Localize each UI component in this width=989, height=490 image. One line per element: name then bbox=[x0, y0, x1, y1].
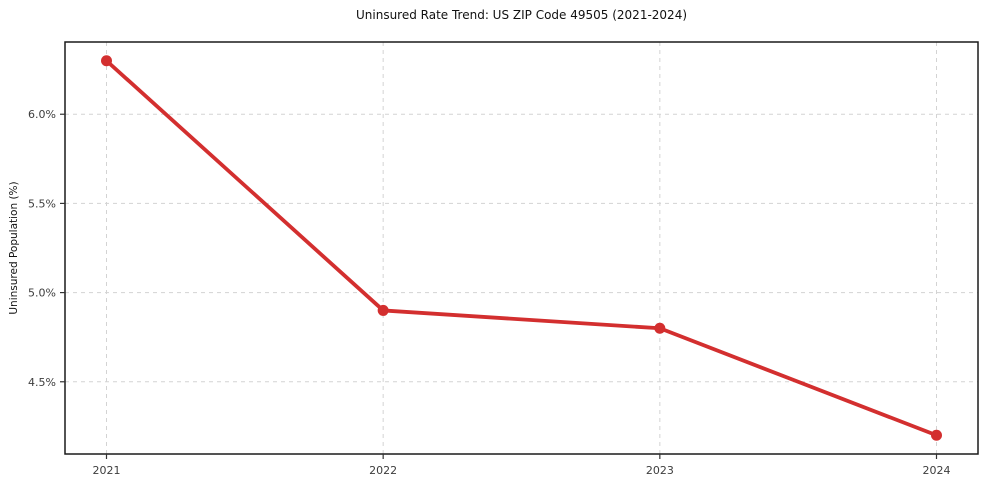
x-tick-label: 2024 bbox=[923, 464, 951, 477]
y-tick-label: 5.0% bbox=[28, 287, 56, 300]
y-tick-label: 4.5% bbox=[28, 376, 56, 389]
chart-title: Uninsured Rate Trend: US ZIP Code 49505 … bbox=[355, 8, 688, 22]
y-tick-label: 5.5% bbox=[28, 197, 56, 210]
trend-line bbox=[104, 58, 939, 438]
data-point-marker bbox=[377, 304, 389, 316]
data-point-marker bbox=[101, 55, 112, 67]
plot-border bbox=[64, 41, 979, 455]
data-point-marker bbox=[931, 429, 942, 441]
y-tick-label: 6.0% bbox=[28, 108, 56, 121]
data-point-marker bbox=[654, 322, 666, 334]
x-tick-label: 2023 bbox=[646, 464, 674, 477]
x-tick-label: 2022 bbox=[369, 464, 397, 477]
x-tick-label: 2021 bbox=[93, 464, 121, 477]
